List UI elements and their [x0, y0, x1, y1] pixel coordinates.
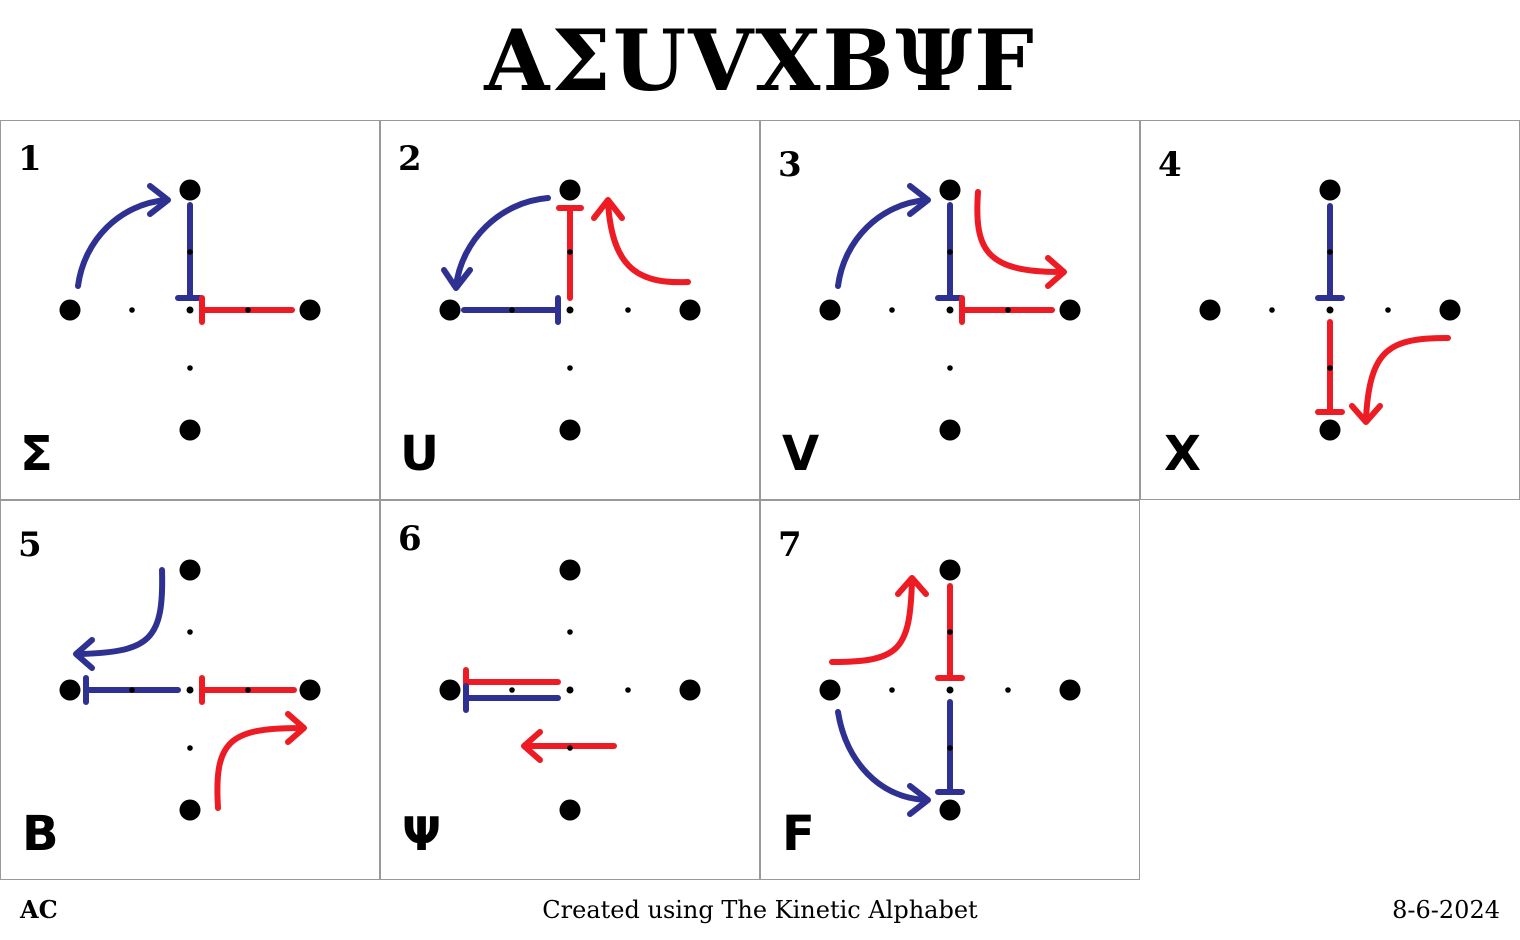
panel-number: 2	[398, 139, 422, 179]
blue-prop-line	[463, 683, 561, 713]
panel-number: 1	[18, 139, 42, 179]
grid-points	[439, 559, 701, 821]
panel-frame	[0, 500, 380, 880]
panel-frame	[0, 120, 380, 500]
panel-letter: V	[782, 426, 819, 482]
panel-6: 6 Ψ	[380, 500, 760, 880]
panel-frame	[380, 500, 760, 880]
panel-letter: Σ	[20, 426, 53, 482]
panel-4: 4 X	[1140, 120, 1520, 500]
panel-frame	[380, 120, 760, 500]
panel-letter: F	[782, 806, 815, 862]
panel-frame	[760, 120, 1140, 500]
blue-motion-arrow	[441, 195, 551, 291]
panel-7: 7 F	[760, 500, 1140, 880]
red-motion-arrow	[214, 711, 307, 811]
date-label: 8-6-2024	[1392, 896, 1500, 924]
red-motion-arrow	[1349, 335, 1451, 425]
blue-motion-arrow	[835, 183, 931, 289]
panel-5: 5 B	[0, 500, 380, 880]
panel-letter: X	[1164, 426, 1201, 482]
panel-number: 7	[778, 525, 802, 565]
red-motion-arrow	[591, 197, 691, 286]
blue-motion-arrow	[75, 183, 171, 289]
page-title: ΑΣUVXBΨF	[484, 11, 1036, 110]
panel-number: 6	[398, 519, 422, 559]
panel-number: 5	[18, 525, 42, 565]
red-motion-arrow	[829, 575, 929, 665]
panel-letter: Ψ	[402, 807, 441, 861]
panel-1: 1 Σ	[0, 120, 380, 500]
blue-motion-arrow	[73, 567, 166, 671]
red-motion-arrow	[974, 189, 1067, 289]
blue-motion-arrow	[835, 709, 931, 817]
panel-letter: U	[400, 426, 439, 482]
credit-text: Created using The Kinetic Alphabet	[542, 896, 978, 924]
panel-frame	[760, 500, 1140, 880]
panel-3: 3 V	[760, 120, 1140, 500]
panel-letter: B	[22, 806, 59, 862]
panel-number: 3	[778, 145, 802, 185]
panel-number: 4	[1158, 145, 1182, 185]
author-label: AC	[20, 895, 58, 924]
panel-2: 2 U	[380, 120, 760, 500]
